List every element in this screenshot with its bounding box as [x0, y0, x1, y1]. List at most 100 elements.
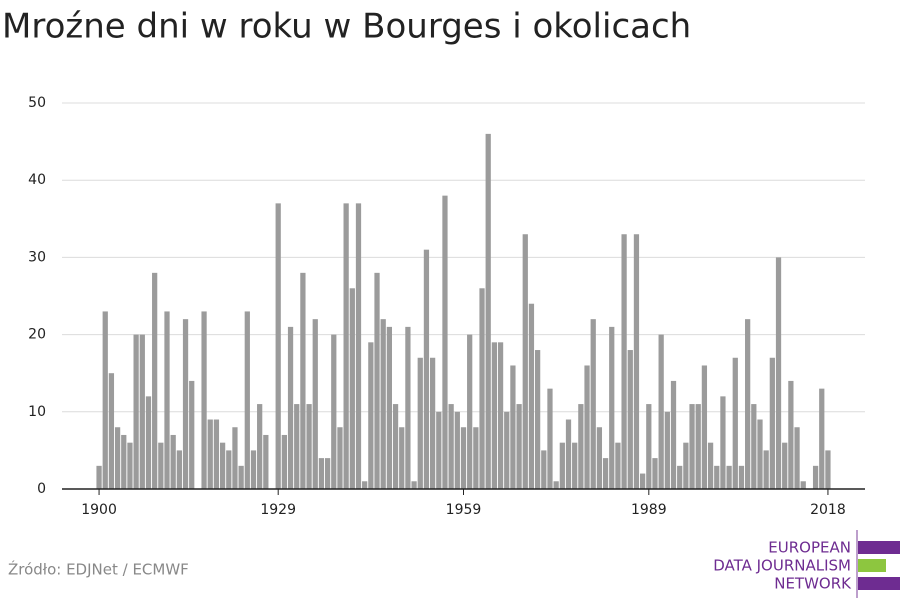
- bar: [331, 334, 337, 489]
- bar: [368, 342, 374, 489]
- bar: [504, 411, 510, 489]
- bar: [670, 380, 677, 489]
- logo-text: NETWORK: [774, 575, 852, 593]
- bar: [590, 319, 596, 489]
- bar: [158, 442, 164, 489]
- bar: [596, 427, 603, 489]
- bar: [794, 427, 800, 489]
- chart-title: Mroźne dni w roku w Bourges i okolicach: [2, 7, 691, 47]
- bar: [102, 311, 108, 489]
- bar: [257, 404, 263, 489]
- bar: [745, 319, 751, 489]
- bar: [250, 450, 257, 489]
- bar: [133, 334, 139, 489]
- bar: [615, 442, 621, 489]
- bar: [244, 311, 250, 489]
- y-tick-label: 30: [28, 249, 46, 265]
- bar: [349, 288, 355, 489]
- bar: [559, 442, 565, 489]
- bar: [232, 427, 238, 489]
- bar: [467, 334, 473, 489]
- bar: [695, 404, 701, 489]
- bar: [318, 458, 325, 489]
- x-tick-label: 1929: [260, 502, 296, 518]
- bar: [701, 365, 708, 489]
- bar: [491, 342, 498, 489]
- bar: [114, 427, 121, 489]
- logo-bar: [858, 541, 900, 554]
- bar: [460, 427, 467, 489]
- bar: [436, 411, 442, 489]
- source: Źródło: EDJNet / ECMWF: [8, 560, 189, 579]
- bar: [226, 450, 232, 489]
- bar: [380, 319, 386, 489]
- bar: [281, 434, 287, 489]
- bar: [164, 311, 170, 489]
- bar: [714, 465, 720, 489]
- bar: [300, 272, 306, 489]
- bar: [152, 272, 158, 489]
- bar: [541, 450, 547, 489]
- bar: [411, 481, 417, 489]
- bar: [572, 442, 578, 489]
- bar: [553, 481, 559, 489]
- bar: [664, 411, 670, 489]
- bar: [312, 319, 318, 489]
- logo-bar: [858, 559, 886, 572]
- y-tick-label: 0: [37, 481, 46, 497]
- bar: [584, 365, 590, 489]
- bar: [720, 396, 726, 489]
- bar: [782, 442, 788, 489]
- bar: [442, 195, 448, 489]
- bar: [658, 334, 664, 489]
- bar: [127, 442, 133, 489]
- bar: [343, 203, 349, 490]
- bar: [306, 404, 312, 489]
- y-tick-label: 10: [28, 404, 46, 420]
- bar: [819, 388, 825, 489]
- bar: [479, 288, 485, 489]
- bar: [510, 365, 516, 489]
- bar: [201, 311, 207, 489]
- bar: [578, 404, 584, 489]
- bar: [751, 404, 757, 489]
- bar: [121, 434, 127, 489]
- bar: [386, 326, 393, 489]
- bar: [139, 334, 145, 489]
- bar: [189, 380, 195, 489]
- bar: [775, 257, 782, 489]
- x-tick-label: 2018: [810, 502, 846, 518]
- bar: [362, 481, 368, 489]
- bar: [176, 450, 182, 489]
- bar: [294, 404, 300, 489]
- bar: [547, 388, 553, 489]
- bar: [602, 458, 609, 489]
- bar: [374, 272, 380, 489]
- bar: [516, 404, 522, 489]
- bar: [738, 465, 745, 489]
- bar: [219, 442, 226, 489]
- bar: [652, 458, 658, 489]
- x-tick-label: 1989: [631, 502, 667, 518]
- bar: [534, 350, 541, 489]
- bar: [275, 203, 281, 490]
- bar: [263, 434, 269, 489]
- bar: [423, 249, 430, 489]
- bar: [788, 380, 794, 489]
- bar: [763, 450, 769, 489]
- bar: [633, 234, 640, 489]
- bar: [145, 396, 152, 489]
- bar: [800, 481, 806, 489]
- bar: [238, 465, 244, 489]
- bar: [707, 442, 714, 489]
- bar: [565, 419, 572, 489]
- bar: [640, 473, 646, 489]
- bar: [646, 404, 652, 489]
- bar: [324, 458, 331, 489]
- bar: [609, 326, 615, 489]
- bar: [399, 427, 405, 489]
- bar: [182, 319, 189, 489]
- bar: [627, 350, 633, 489]
- bar: [417, 357, 423, 489]
